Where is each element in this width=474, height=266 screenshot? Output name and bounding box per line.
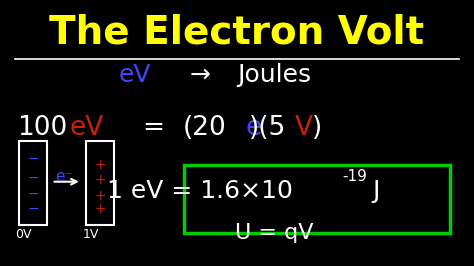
Text: 1V: 1V <box>83 228 99 241</box>
Text: +: + <box>94 173 106 187</box>
Text: eV: eV <box>69 115 103 141</box>
Text: −: − <box>27 202 39 216</box>
Text: +: + <box>94 189 106 203</box>
Text: e⁻: e⁻ <box>55 169 73 184</box>
Text: -19: -19 <box>343 169 368 184</box>
Text: J: J <box>372 179 380 203</box>
Text: +: + <box>94 157 106 172</box>
Text: 1 eV = 1.6×10: 1 eV = 1.6×10 <box>107 179 293 203</box>
Bar <box>86 141 114 225</box>
Text: →: → <box>190 63 210 87</box>
Text: e: e <box>245 115 261 141</box>
Text: U = qV: U = qV <box>235 223 313 243</box>
Text: (20: (20 <box>182 115 227 141</box>
Text: The Electron Volt: The Electron Volt <box>49 14 425 52</box>
Bar <box>19 141 47 225</box>
Bar <box>184 165 450 233</box>
Text: −: − <box>27 171 39 185</box>
Text: 100: 100 <box>17 115 67 141</box>
Text: +: + <box>94 202 106 216</box>
Text: =: = <box>143 115 164 141</box>
Text: −: − <box>27 186 39 201</box>
Text: ): ) <box>311 115 322 141</box>
Text: V: V <box>295 115 313 141</box>
Text: 0V: 0V <box>16 228 32 241</box>
Text: )(5: )(5 <box>248 115 286 141</box>
Text: eV: eV <box>119 63 151 87</box>
Text: −: − <box>27 152 39 166</box>
Text: Joules: Joules <box>237 63 311 87</box>
